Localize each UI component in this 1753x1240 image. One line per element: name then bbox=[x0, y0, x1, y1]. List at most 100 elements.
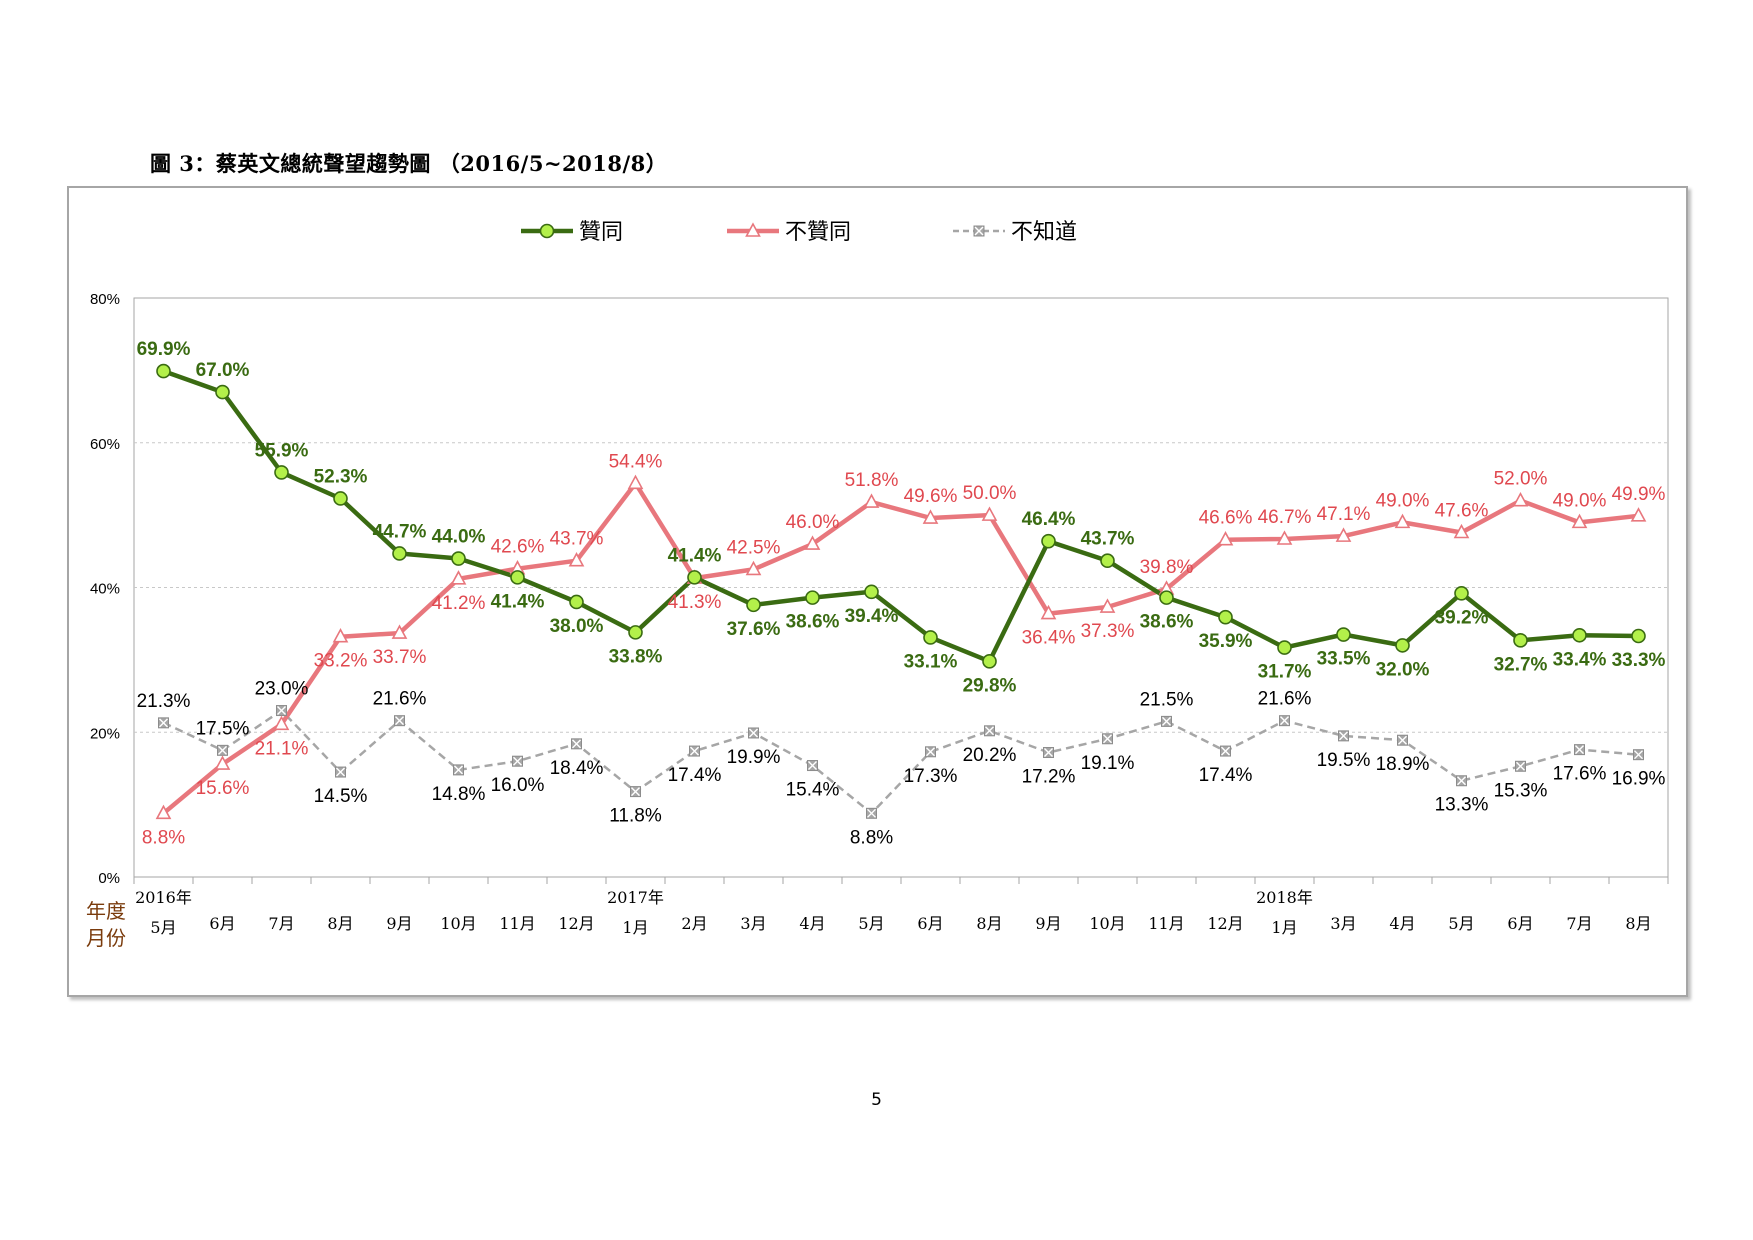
data-point-disapprove bbox=[1276, 530, 1293, 545]
data-label-disapprove: 41.2% bbox=[432, 593, 486, 614]
data-label-unknown: 21.6% bbox=[1258, 689, 1312, 710]
data-point-unknown-cross bbox=[218, 745, 227, 755]
x-year-label: 2018年 bbox=[1256, 888, 1313, 907]
data-label-disapprove: 49.6% bbox=[904, 486, 958, 507]
data-point-approve bbox=[1159, 590, 1174, 605]
data-point-approve bbox=[805, 590, 820, 605]
x-tick-label: 6月 bbox=[209, 914, 235, 933]
x-tick-label: 10月 bbox=[1089, 914, 1125, 933]
data-point-unknown-cross bbox=[1162, 716, 1171, 726]
x-tick-label: 3月 bbox=[1330, 914, 1356, 933]
data-point-approve bbox=[1513, 633, 1528, 648]
data-label-unknown: 8.8% bbox=[850, 827, 893, 848]
data-label-approve: 41.4% bbox=[668, 545, 722, 566]
x-tick-label: 4月 bbox=[799, 914, 825, 933]
data-point-approve bbox=[982, 654, 997, 669]
data-label-approve: 29.8% bbox=[963, 675, 1017, 696]
x-tick-label: 9月 bbox=[1035, 914, 1061, 933]
data-point-approve bbox=[451, 551, 466, 566]
y-tick-label: 0% bbox=[98, 870, 120, 887]
x-tick-label: 11月 bbox=[499, 914, 535, 933]
data-label-unknown: 16.0% bbox=[491, 775, 545, 796]
data-label-unknown: 19.5% bbox=[1317, 750, 1371, 771]
data-point-approve bbox=[333, 491, 348, 506]
x-tick-label: 3月 bbox=[740, 914, 766, 933]
data-label-approve: 32.0% bbox=[1376, 659, 1430, 680]
data-point-disapprove bbox=[981, 506, 998, 521]
data-label-approve: 55.9% bbox=[255, 440, 309, 461]
data-point-disapprove bbox=[1630, 507, 1647, 522]
data-point-unknown-cross bbox=[395, 716, 404, 726]
x-tick-label: 5月 bbox=[1448, 914, 1474, 933]
x-tick-label: 6月 bbox=[917, 914, 943, 933]
data-point-unknown-cross bbox=[1516, 761, 1525, 771]
data-point-unknown-cross bbox=[1634, 750, 1643, 760]
data-point-unknown-cross bbox=[159, 718, 168, 728]
axis-row-label-year: 年度 bbox=[86, 899, 126, 923]
data-point-unknown-cross bbox=[1280, 716, 1289, 726]
data-point-approve bbox=[1277, 640, 1292, 655]
data-label-unknown: 17.2% bbox=[1022, 767, 1076, 788]
data-label-unknown: 11.8% bbox=[609, 806, 662, 827]
data-point-approve bbox=[1631, 628, 1646, 644]
x-tick-label: 8月 bbox=[327, 914, 353, 933]
data-point-unknown-cross bbox=[926, 747, 935, 757]
data-point-approve bbox=[1336, 627, 1351, 642]
x-tick-label: 5月 bbox=[150, 918, 176, 937]
data-point-approve bbox=[1218, 609, 1233, 625]
legend-marker-unknown-cross bbox=[974, 226, 984, 236]
data-point-approve bbox=[923, 630, 938, 645]
data-label-unknown: 19.1% bbox=[1081, 753, 1135, 774]
data-label-unknown: 17.3% bbox=[904, 766, 958, 787]
data-label-approve: 38.6% bbox=[1140, 612, 1194, 633]
data-point-unknown-cross bbox=[572, 739, 581, 749]
data-point-unknown-cross bbox=[1103, 734, 1112, 744]
x-tick-label: 1月 bbox=[1271, 918, 1297, 937]
data-point-disapprove bbox=[804, 535, 821, 550]
data-point-unknown-cross bbox=[454, 765, 463, 775]
data-point-approve bbox=[510, 570, 525, 585]
data-label-disapprove: 50.0% bbox=[963, 483, 1017, 504]
data-point-approve bbox=[1041, 533, 1056, 549]
data-label-disapprove: 49.9% bbox=[1612, 484, 1666, 505]
data-point-unknown-cross bbox=[808, 761, 817, 771]
x-tick-label: 8月 bbox=[976, 914, 1002, 933]
data-label-disapprove: 52.0% bbox=[1494, 469, 1548, 490]
x-tick-label: 9月 bbox=[386, 914, 412, 933]
y-tick-label: 40% bbox=[90, 581, 120, 598]
data-point-unknown-cross bbox=[631, 787, 640, 797]
legend-marker-disapprove bbox=[745, 222, 761, 237]
data-point-unknown-cross bbox=[985, 726, 994, 736]
data-label-disapprove: 43.7% bbox=[550, 529, 604, 550]
data-label-unknown: 18.9% bbox=[1376, 754, 1430, 775]
data-point-approve bbox=[746, 597, 761, 613]
data-label-approve: 35.9% bbox=[1199, 631, 1253, 652]
data-point-unknown-cross bbox=[513, 756, 522, 766]
data-label-approve: 46.4% bbox=[1022, 509, 1076, 530]
data-label-approve: 33.4% bbox=[1553, 649, 1607, 670]
x-tick-label: 12月 bbox=[558, 914, 594, 933]
data-label-approve: 33.3% bbox=[1612, 650, 1666, 671]
data-label-approve: 33.8% bbox=[609, 646, 663, 667]
series-line-approve bbox=[162, 368, 1639, 664]
series-line-disapprove bbox=[162, 481, 1639, 816]
data-point-disapprove bbox=[214, 755, 231, 770]
x-year-label: 2016年 bbox=[135, 888, 192, 907]
data-label-approve: 43.7% bbox=[1081, 529, 1135, 550]
data-point-approve bbox=[156, 363, 171, 379]
data-point-disapprove bbox=[1571, 513, 1588, 529]
data-label-unknown: 14.8% bbox=[432, 784, 486, 805]
data-label-disapprove: 47.6% bbox=[1435, 500, 1489, 521]
data-label-disapprove: 49.0% bbox=[1376, 490, 1430, 511]
data-label-disapprove: 33.7% bbox=[373, 647, 427, 668]
data-point-approve bbox=[569, 594, 584, 610]
data-point-disapprove bbox=[1099, 598, 1116, 613]
data-point-disapprove bbox=[1453, 523, 1470, 539]
data-label-unknown: 13.3% bbox=[1435, 795, 1489, 816]
data-point-disapprove bbox=[1512, 491, 1529, 507]
data-point-approve bbox=[215, 384, 230, 400]
data-label-unknown: 17.6% bbox=[1553, 764, 1607, 785]
data-point-unknown-cross bbox=[277, 706, 286, 716]
data-label-approve: 39.4% bbox=[845, 606, 899, 627]
data-label-disapprove: 47.1% bbox=[1317, 504, 1371, 525]
